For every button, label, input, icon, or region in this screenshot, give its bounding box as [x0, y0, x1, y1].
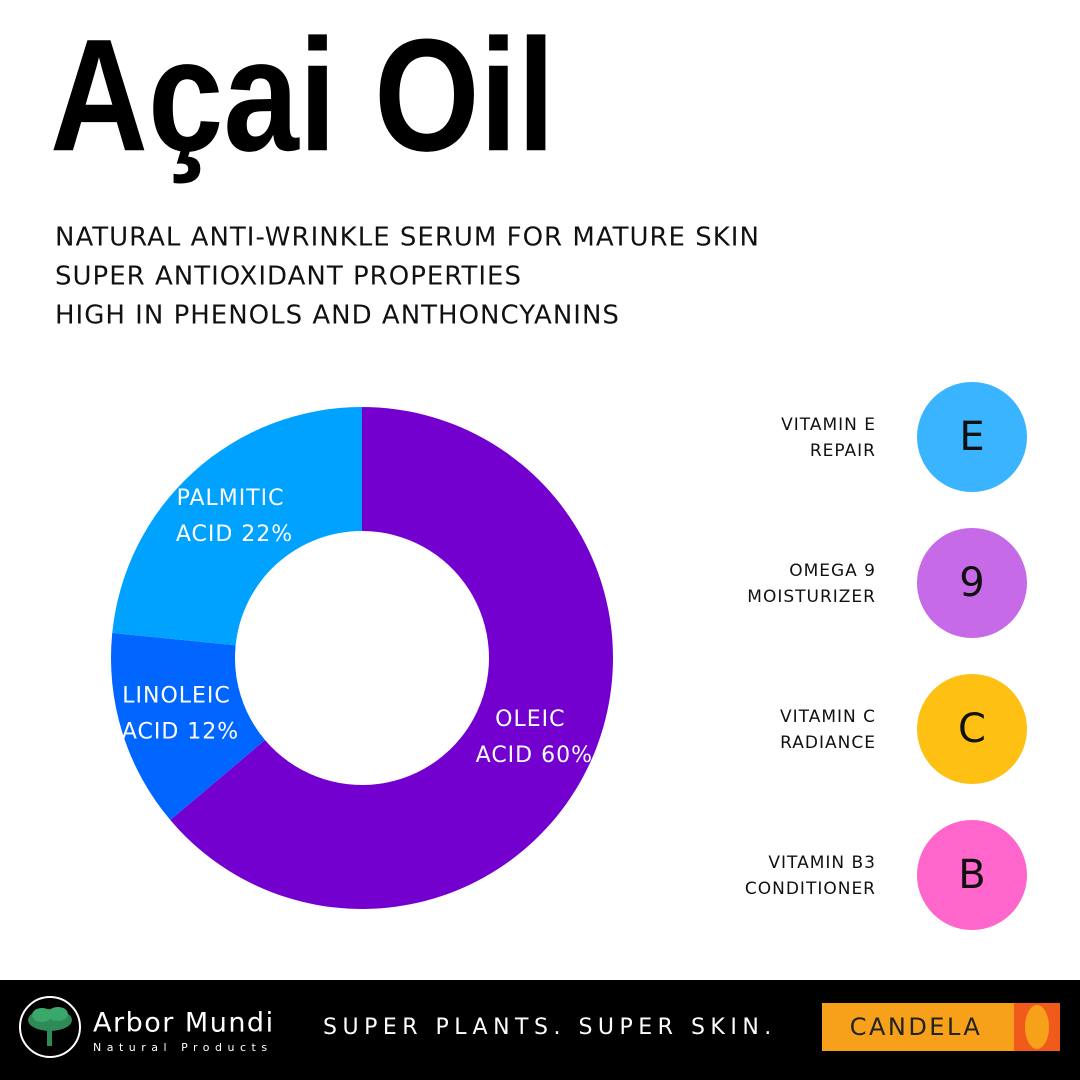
slice — [170, 407, 613, 909]
slice-label: PALMITIC ACID 22% — [176, 486, 293, 547]
title: Açai Oil — [50, 5, 555, 184]
logo-ring — [19, 996, 81, 1058]
nutrient-name: VITAMIN C — [780, 707, 876, 727]
slice — [112, 407, 363, 646]
donut-chart: OLEIC ACID 60% LINOLEIC ACID 12% PALMITIC … — [110, 407, 613, 909]
subtitle-line: SUPER ANTIOXIDANT PROPERTIES — [55, 262, 522, 292]
logo-tree — [28, 1007, 72, 1046]
nutrient-badge — [917, 674, 1027, 784]
nutrient-symbol: B — [958, 852, 985, 898]
nutrient-badge — [917, 528, 1027, 638]
nutrient-symbol: 9 — [959, 560, 984, 606]
nutrient-name: OMEGA 9 — [789, 561, 876, 581]
nutrient-name: VITAMIN E — [781, 415, 876, 435]
nutrient-benefit: MOISTURIZER — [747, 587, 876, 607]
nutrient-benefit: REPAIR — [810, 441, 876, 461]
footer: Arbor Mundi Natural Products SUPER PLANT… — [0, 980, 1080, 1080]
nutrient-benefit: RADIANCE — [780, 733, 876, 753]
nutrient-symbol: C — [958, 706, 986, 752]
nutrient-name: VITAMIN B3 — [768, 853, 876, 873]
slice — [110, 632, 266, 821]
tagline: SUPER PLANTS. SUPER SKIN. — [323, 1015, 777, 1040]
brand-subtitle: Natural Products — [93, 1041, 273, 1054]
nutrient-badge — [917, 382, 1027, 492]
partner-name: CANDELA — [850, 1013, 983, 1041]
subtitle-line: HIGH IN PHENOLS AND ANTHONCYANINS — [55, 301, 620, 331]
nutrient-benefit: CONDITIONER — [745, 879, 876, 899]
nutrient-badge — [917, 820, 1027, 930]
nutrient-symbol: E — [959, 414, 984, 460]
partner-icon-flame — [1025, 1005, 1049, 1049]
subtitle-line: NATURAL ANTI-WRINKLE SERUM FOR MATURE SK… — [55, 223, 760, 253]
brand-name: Arbor Mundi — [93, 1008, 275, 1039]
slice-label: OLEIC ACID 60% — [476, 707, 593, 768]
nutrient-list: VITAMIN E REPAIR E OMEGA 9 MOISTURIZER 9 VITAM… — [745, 382, 1027, 930]
slice-label: LINOLEIC ACID 12% — [122, 683, 239, 744]
